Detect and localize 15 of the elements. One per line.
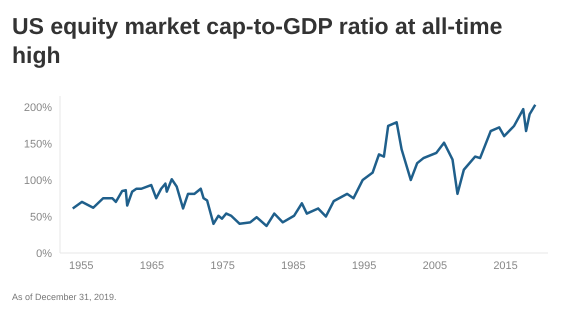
chart-title: US equity market cap-to-GDP ratio at all-time high <box>12 12 504 70</box>
x-tick-label: 2015 <box>493 260 518 272</box>
y-tick-label: 150% <box>24 138 52 150</box>
x-tick-label: 2005 <box>422 260 448 272</box>
y-tick-label: 200% <box>24 102 52 114</box>
x-tick-label: 1965 <box>140 260 164 272</box>
text: As of December 31, 2019. <box>12 292 117 302</box>
x-tick-label: 1985 <box>281 260 306 272</box>
y-tick-label: 50% <box>30 211 52 224</box>
x-tick-label: 1955 <box>68 260 94 272</box>
line-series <box>71 104 537 228</box>
x-tick-label: 1975 <box>210 260 235 272</box>
y-tick-label: 100% <box>24 174 52 187</box>
x-tick-label: 1995 <box>352 260 376 272</box>
y-tick-label: 0% <box>36 248 52 260</box>
